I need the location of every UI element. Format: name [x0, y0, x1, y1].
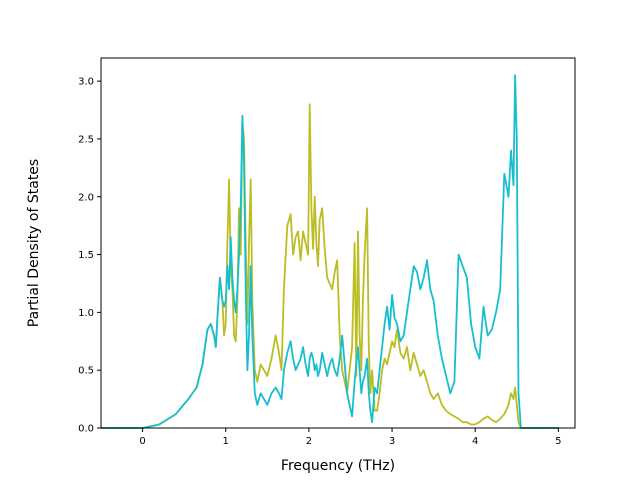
y-tick-label: 1.5	[78, 250, 94, 261]
x-tick-label: 1	[223, 436, 229, 447]
y-tick-label: 0.0	[78, 424, 94, 435]
y-tick-label: 0.5	[78, 366, 94, 377]
x-axis-ticks: 0 1 2 3 4 5	[139, 428, 562, 447]
x-tick-label: 0	[139, 436, 145, 447]
y-tick-label: 2.5	[78, 134, 94, 145]
x-tick-label: 3	[389, 436, 395, 447]
y-tick-label: 3.0	[78, 77, 94, 88]
y-axis-label: Partial Density of States	[26, 159, 42, 327]
x-tick-label: 4	[472, 436, 478, 447]
plot-frame	[100, 57, 576, 429]
y-tick-label: 1.0	[78, 308, 94, 319]
series-line-2	[101, 74, 559, 429]
series-layer	[101, 74, 559, 429]
x-tick-label: 2	[306, 436, 312, 447]
x-tick-label: 5	[555, 436, 561, 447]
x-axis-label: Frequency (THz)	[281, 458, 395, 474]
y-axis-ticks: 0.0 0.5 1.0 1.5 2.0 2.5 3.0	[78, 77, 101, 435]
series-line-1	[101, 103, 559, 429]
y-tick-label: 2.0	[78, 192, 94, 203]
